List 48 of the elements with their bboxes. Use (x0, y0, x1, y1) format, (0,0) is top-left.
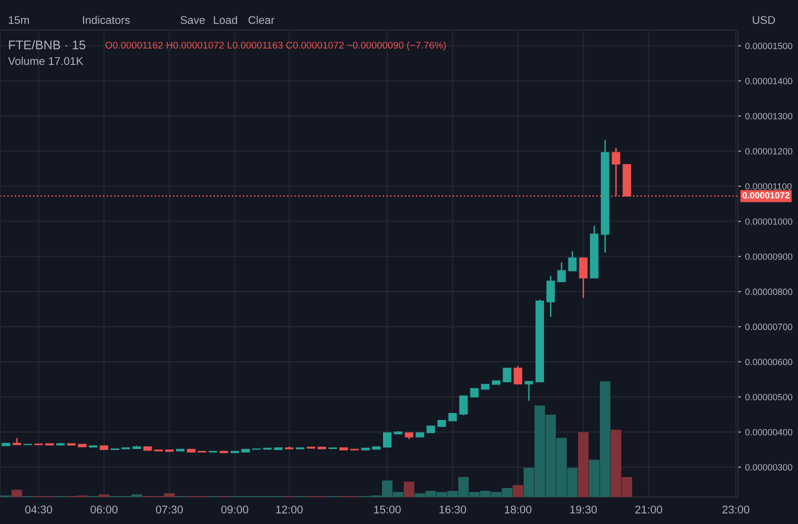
y-tick-label: 0.00001400 (745, 78, 792, 84)
y-tick-label: 0.00000800 (745, 288, 792, 295)
text: USD (752, 16, 775, 24)
text: FTE/BNB · 15 (9, 40, 86, 50)
x-tick-label: 18:00 (504, 506, 532, 514)
x-tick-label: 04:30 (25, 506, 52, 514)
text: 15m (8, 16, 29, 24)
x-tick-label: 21:00 (635, 506, 662, 514)
bar (512, 485, 524, 497)
y-tick-label: 0.00001100 (745, 183, 792, 190)
text: Indicators (83, 16, 130, 24)
y-tick-label: 0.00000600 (745, 358, 792, 366)
text: Clear (248, 16, 274, 24)
text: Save (180, 16, 205, 24)
y-tick-label: 0.00001500 (745, 42, 792, 50)
y-tick-label: 0.00000700 (745, 324, 792, 330)
text: Load (214, 16, 237, 24)
candlestick (579, 257, 588, 299)
x-tick-label: 23:00 (722, 506, 750, 514)
bar (98, 494, 110, 497)
annotation: O0.00001162 H0.00001072 L0.00001163 C0.00001072 −0.00000090 (−7.76%) (105, 41, 446, 51)
bar (12, 490, 22, 497)
x-tick-label: 15:00 (374, 506, 401, 514)
y-tick-label: 0.00000300 (745, 464, 792, 471)
x-tick-label: 16:30 (440, 506, 466, 514)
candlestick (568, 250, 577, 272)
ref-line-label: 0.00001072 (742, 192, 790, 199)
y-tick-label: 0.00000400 (745, 429, 792, 436)
y-tick-label: 0.00000500 (745, 394, 792, 400)
bar (404, 482, 414, 497)
x-tick-label: 09:00 (221, 506, 248, 514)
candlestick (546, 275, 555, 318)
y-tick-label: 0.00001200 (745, 148, 792, 154)
x-tick-label: 07:30 (156, 506, 183, 514)
candlestick (524, 380, 534, 402)
annotation: Volume 17.01K (8, 56, 84, 65)
candlestick (557, 262, 566, 282)
candlestick (459, 395, 468, 416)
x-tick-label: 06:00 (90, 506, 118, 514)
x-tick-label: 19:30 (570, 506, 597, 514)
y-tick-label: 0.00001000 (745, 218, 792, 225)
candlestick (514, 365, 522, 385)
x-tick-label: 12:00 (276, 506, 303, 514)
y-tick-label: 0.00000900 (745, 253, 792, 260)
y-tick-label: 0.00001300 (745, 112, 792, 120)
bar (578, 432, 589, 497)
candlestick (502, 368, 512, 382)
candlestick (383, 432, 392, 448)
